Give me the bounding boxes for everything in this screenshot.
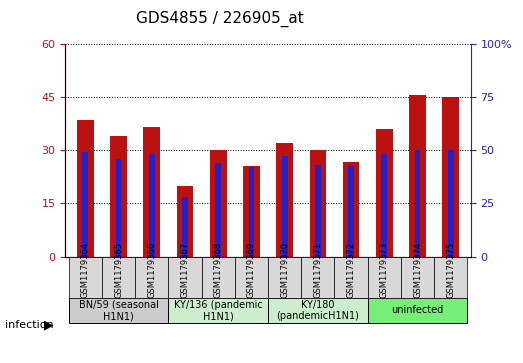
Bar bbox=[215, 163, 221, 257]
FancyBboxPatch shape bbox=[335, 257, 368, 298]
Text: GSM1179370: GSM1179370 bbox=[280, 242, 289, 298]
Bar bbox=[415, 150, 420, 257]
FancyBboxPatch shape bbox=[201, 257, 235, 298]
FancyBboxPatch shape bbox=[434, 257, 468, 298]
Text: GSM1179375: GSM1179375 bbox=[446, 242, 455, 298]
Bar bbox=[315, 165, 321, 257]
Bar bbox=[210, 150, 226, 257]
Text: BN/59 (seasonal
H1N1): BN/59 (seasonal H1N1) bbox=[78, 299, 158, 321]
Bar bbox=[409, 95, 426, 257]
FancyBboxPatch shape bbox=[102, 257, 135, 298]
Bar bbox=[116, 159, 121, 257]
Text: GSM1179374: GSM1179374 bbox=[413, 242, 422, 298]
FancyBboxPatch shape bbox=[368, 298, 468, 323]
Bar bbox=[243, 166, 260, 257]
Bar bbox=[276, 143, 293, 257]
Bar bbox=[376, 129, 393, 257]
Bar bbox=[149, 154, 155, 257]
FancyBboxPatch shape bbox=[168, 257, 201, 298]
Text: GDS4855 / 226905_at: GDS4855 / 226905_at bbox=[136, 11, 303, 27]
FancyBboxPatch shape bbox=[368, 257, 401, 298]
Text: GSM1179368: GSM1179368 bbox=[214, 241, 223, 298]
Text: uninfected: uninfected bbox=[391, 305, 444, 315]
FancyBboxPatch shape bbox=[268, 298, 368, 323]
Text: GSM1179372: GSM1179372 bbox=[347, 242, 356, 298]
Bar bbox=[177, 185, 194, 257]
Bar bbox=[310, 150, 326, 257]
FancyBboxPatch shape bbox=[401, 257, 434, 298]
Bar bbox=[182, 197, 188, 257]
Bar bbox=[448, 150, 453, 257]
Bar bbox=[77, 120, 94, 257]
Bar bbox=[282, 156, 288, 257]
FancyBboxPatch shape bbox=[69, 257, 102, 298]
FancyBboxPatch shape bbox=[268, 257, 301, 298]
Text: GSM1179365: GSM1179365 bbox=[114, 242, 123, 298]
Bar bbox=[348, 165, 354, 257]
Bar bbox=[143, 127, 160, 257]
FancyBboxPatch shape bbox=[135, 257, 168, 298]
Bar bbox=[83, 152, 88, 257]
FancyBboxPatch shape bbox=[168, 298, 268, 323]
Bar bbox=[110, 136, 127, 257]
Bar bbox=[442, 97, 459, 257]
FancyBboxPatch shape bbox=[69, 298, 168, 323]
Text: infection: infection bbox=[5, 320, 54, 330]
Text: GSM1179371: GSM1179371 bbox=[313, 242, 322, 298]
Text: GSM1179364: GSM1179364 bbox=[81, 242, 90, 298]
Text: KY/180
(pandemicH1N1): KY/180 (pandemicH1N1) bbox=[277, 299, 359, 321]
FancyBboxPatch shape bbox=[301, 257, 335, 298]
Bar bbox=[381, 154, 387, 257]
Bar bbox=[343, 163, 359, 257]
Text: GSM1179367: GSM1179367 bbox=[180, 241, 189, 298]
Text: ▶: ▶ bbox=[44, 318, 54, 331]
Text: GSM1179366: GSM1179366 bbox=[147, 241, 156, 298]
Text: GSM1179373: GSM1179373 bbox=[380, 241, 389, 298]
FancyBboxPatch shape bbox=[235, 257, 268, 298]
Text: KY/136 (pandemic
H1N1): KY/136 (pandemic H1N1) bbox=[174, 299, 263, 321]
Bar bbox=[248, 167, 254, 257]
Text: GSM1179369: GSM1179369 bbox=[247, 242, 256, 298]
